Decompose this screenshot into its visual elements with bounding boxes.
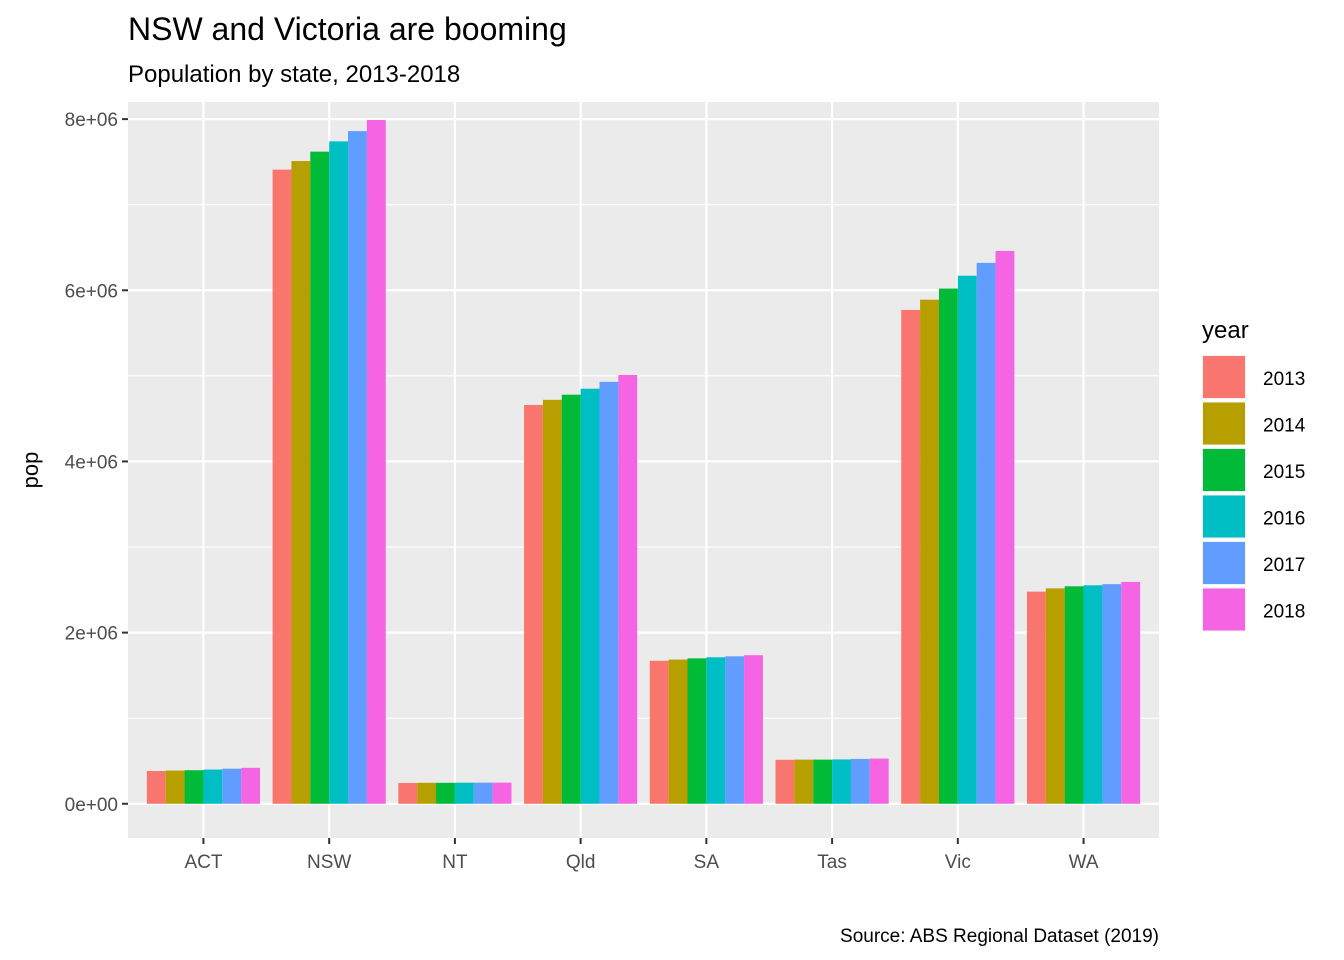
y-tick-label: 0e+00 (65, 795, 118, 816)
y-axis-title: pop (18, 452, 43, 489)
x-tick-label: Tas (817, 852, 847, 873)
chart-subtitle: Population by state, 2013-2018 (128, 61, 460, 88)
bar-Tas-2015 (813, 759, 833, 804)
bars (146, 119, 1141, 804)
bar-NT-2015 (436, 782, 455, 804)
x-tick-label: NT (442, 852, 468, 873)
bar-Tas-2017 (850, 758, 870, 804)
bar-Vic-2014 (920, 299, 939, 804)
legend-label: 2015 (1263, 462, 1305, 483)
bar-ACT-2015 (184, 770, 204, 804)
bar-NSW-2017 (348, 131, 367, 804)
bar-NSW-2014 (291, 161, 311, 804)
bar-SA-2013 (649, 660, 669, 804)
bar-WA-2017 (1102, 584, 1122, 804)
bar-NT-2017 (473, 782, 493, 804)
bar-NT-2018 (492, 782, 512, 804)
legend: year 2013 2014 2015 2016 2017 2018 (1202, 317, 1306, 632)
legend-swatch-2017 (1203, 542, 1245, 584)
legend-label: 2016 (1263, 509, 1305, 530)
legend-label: 2018 (1263, 602, 1305, 623)
bar-WA-2018 (1121, 581, 1141, 804)
legend-label: 2014 (1263, 416, 1306, 437)
legend-swatch-2015 (1203, 449, 1245, 491)
bar-SA-2015 (687, 658, 707, 804)
y-tick-label: 2e+06 (65, 624, 118, 645)
bar-SA-2018 (744, 655, 763, 804)
bar-WA-2014 (1045, 588, 1065, 804)
bar-NT-2013 (398, 782, 418, 804)
bar-Qld-2017 (599, 381, 619, 804)
bar-Vic-2015 (938, 288, 958, 804)
legend-label: 2013 (1263, 369, 1305, 390)
x-tick-label: ACT (184, 852, 222, 873)
y-tick-label: 8e+06 (65, 110, 118, 131)
legend-swatch-2013 (1203, 356, 1245, 398)
bar-WA-2015 (1064, 586, 1084, 804)
y-axis: 0e+00 2e+06 4e+06 6e+06 8e+06 (65, 110, 128, 816)
bar-WA-2016 (1083, 585, 1103, 804)
legend-swatch-2014 (1203, 402, 1245, 445)
bar-Vic-2018 (995, 250, 1015, 804)
x-tick-label: Qld (566, 852, 596, 873)
bar-Qld-2014 (542, 399, 562, 804)
bar-Vic-2013 (901, 309, 921, 804)
y-tick-label: 4e+06 (65, 452, 118, 473)
x-tick-label: NSW (307, 852, 351, 873)
legend-title: year (1202, 317, 1249, 344)
bar-Tas-2018 (869, 758, 889, 804)
x-axis: ACT NSW NT Qld SA Tas Vic WA (184, 838, 1099, 873)
bar-NSW-2013 (272, 169, 292, 804)
x-tick-label: WA (1069, 852, 1099, 873)
legend-swatch-2016 (1203, 495, 1245, 538)
bar-Tas-2014 (794, 759, 814, 804)
bar-NSW-2016 (329, 141, 349, 804)
bar-Qld-2015 (561, 394, 581, 804)
bar-NSW-2015 (310, 151, 330, 804)
bar-Qld-2018 (618, 375, 638, 804)
bar-NSW-2018 (366, 119, 386, 804)
bar-ACT-2013 (146, 770, 166, 804)
bar-NT-2014 (417, 782, 437, 804)
bar-SA-2016 (706, 657, 726, 804)
bar-Vic-2017 (976, 262, 996, 804)
bar-Qld-2016 (580, 388, 600, 804)
x-tick-label: Vic (945, 852, 971, 873)
bar-ACT-2016 (203, 769, 223, 804)
legend-label: 2017 (1263, 555, 1305, 576)
y-tick-label: 6e+06 (65, 281, 118, 302)
bar-ACT-2017 (222, 768, 242, 804)
x-tick-label: SA (694, 852, 720, 873)
bar-Tas-2016 (832, 759, 851, 804)
caption: Source: ABS Regional Dataset (2019) (840, 926, 1159, 947)
bar-SA-2017 (725, 656, 745, 804)
bar-Tas-2013 (775, 759, 795, 804)
bar-SA-2014 (668, 659, 688, 804)
bar-WA-2013 (1026, 591, 1046, 804)
bar-Qld-2013 (524, 404, 543, 804)
legend-swatch-2018 (1203, 588, 1245, 631)
bar-Vic-2016 (957, 275, 977, 804)
bar-ACT-2014 (165, 770, 185, 804)
chart-title: NSW and Victoria are booming (128, 11, 567, 47)
bar-NT-2016 (454, 782, 474, 804)
bar-ACT-2018 (241, 767, 261, 804)
